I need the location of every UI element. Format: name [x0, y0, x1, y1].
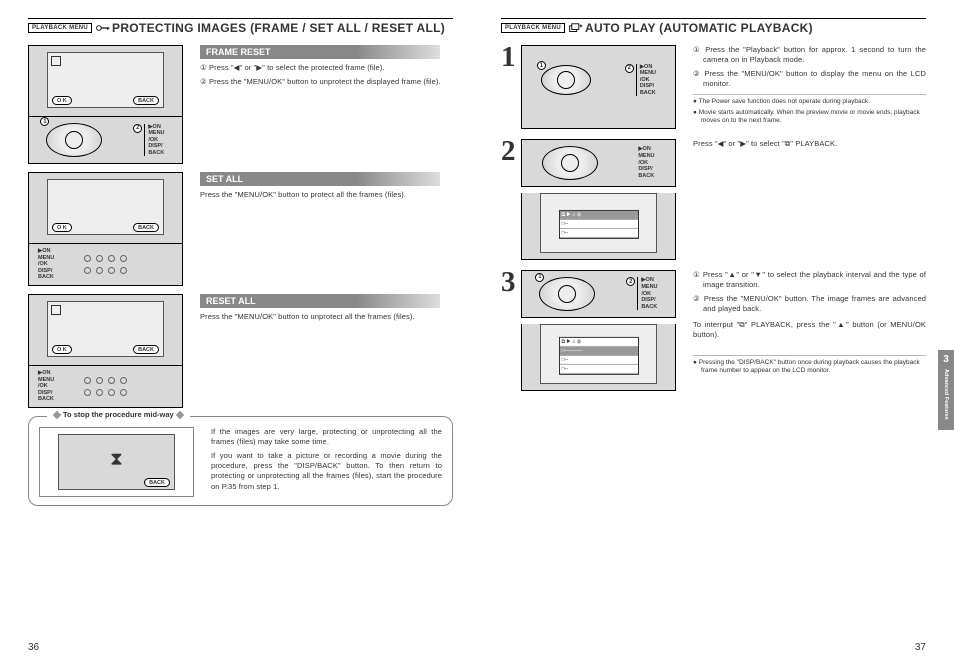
set-all-text: Press the "MENU/OK" button to protect al… [200, 190, 453, 200]
control-diagram: 1 2 ▶ON MENU /OK DISP/ BACK [28, 117, 183, 164]
s3-text2: ② Press the "MENU/OK" button. The image … [693, 294, 926, 314]
page-number-left: 36 [28, 642, 39, 653]
step-2-number: 2 [501, 135, 516, 168]
s1-text1: ① Press the "Playback" button for approx… [693, 45, 926, 65]
side-tab: 3 Advanced Features [938, 350, 954, 430]
dpad-icon [46, 123, 102, 157]
step-1: 1 1 2 ▶ON MENU /OK DISP/ BACK ① Press th [521, 45, 926, 129]
page-title-left: PROTECTING IMAGES (FRAME / SET ALL / RES… [112, 21, 445, 35]
step-badge-1: 1 [40, 117, 49, 126]
page-number-right: 37 [915, 642, 926, 653]
page-title-right: AUTO PLAY (AUTOMATIC PLAYBACK) [585, 21, 813, 35]
frame-reset-text-2: ② Press the "MENU/OK" button to unprotec… [200, 77, 453, 87]
s1-note2: ● Movie starts automatically. When the p… [693, 109, 926, 126]
s3-text1: ① Press "▲" or "▼" to select the playbac… [693, 270, 926, 290]
step-3: 3 1 2 ▶ON MENU /OK DISP/ BACK [521, 270, 926, 391]
lcd-screen: O K BACK [47, 52, 164, 108]
playback-menu-tag-r: PLAYBACK MENU [501, 23, 565, 33]
lcd-diagram-s2: ⧉ ▶ ♫ ⚙ □─ □─ [521, 193, 676, 260]
s2-text: Press "◀" or "▶" to select "⧉" PLAYBACK. [693, 139, 926, 149]
frame-reset-text-1: ① Press "◀" or "▶" to select the protect… [200, 63, 453, 73]
frame-reset-section: O K BACK 1 2 ▶ON MENU /OK [28, 45, 453, 164]
frame-reset-label: FRAME RESET [200, 45, 440, 59]
on-label: ▶ON [148, 124, 164, 131]
control-diagram-s2: ▶ON MENU /OK DISP/ BACK [521, 139, 676, 187]
lcd-diagram: O K BACK [28, 45, 183, 117]
lcd-diagram-s3: ⧉ ▶ ♫ ⚙ □───── □─ □─ [521, 324, 676, 391]
reset-all-text: Press the "MENU/OK" button to unprotect … [200, 312, 453, 322]
hourglass-icon: ⧗ [110, 449, 123, 470]
stop-box-title: To stop the procedure mid-way [47, 410, 190, 419]
disp-label: DISP/ BACK [148, 143, 164, 156]
ok-button-label: O K [52, 96, 72, 105]
s3-note1: ● Pressing the "DISP/BACK" button once d… [693, 359, 926, 376]
back-button-label: BACK [133, 96, 159, 105]
s3-interrupt: To interrput "⧉" PLAYBACK, press the "▲"… [693, 320, 926, 340]
dpad-icon [542, 146, 598, 180]
key-icon [96, 22, 110, 34]
s1-note1: ● The Power save function does not opera… [693, 98, 926, 106]
left-header: PLAYBACK MENU PROTECTING IMAGES (FRAME /… [28, 18, 453, 35]
button-diagram-setall: ▶ON MENU /OK DISP/ BACK [28, 244, 183, 286]
reset-all-label: RESET ALL [200, 294, 440, 308]
menu-label: MENU /OK [148, 130, 164, 143]
right-header: PLAYBACK MENU AUTO PLAY (AUTOMATIC PLAYB… [501, 18, 926, 35]
lcd-diagram-setall: O K BACK [28, 172, 183, 244]
dpad-icon [539, 277, 595, 311]
side-tab-label: Advanced Features [943, 369, 949, 420]
control-diagram-s3: 1 2 ▶ON MENU /OK DISP/ BACK [521, 270, 676, 318]
slideshow-icon [569, 22, 583, 34]
reset-all-section: O K BACK ▶ON MENU /OK DISP/ BACK RESET A… [28, 294, 453, 408]
s1-text2: ② Press the "MENU/OK" button to display … [693, 69, 926, 89]
side-tab-num: 3 [943, 354, 949, 365]
dpad-icon [541, 65, 591, 95]
step-2: 2 ▶ON MENU /OK DISP/ BACK ⧉ ▶ ♫ ⚙ □─ [521, 139, 926, 260]
lcd-diagram-resetall: O K BACK [28, 294, 183, 366]
step-1-number: 1 [501, 41, 516, 74]
stop-para1: If the images are very large, protecting… [211, 427, 442, 447]
lcd-menu: ⧉ ▶ ♫ ⚙ □───── □─ □─ [559, 337, 639, 375]
protect-icon [51, 56, 61, 66]
lcd-menu: ⧉ ▶ ♫ ⚙ □─ □─ [559, 210, 639, 239]
step-3-number: 3 [501, 266, 516, 299]
stop-procedure-box: To stop the procedure mid-way ⧗ BACK If … [28, 416, 453, 506]
set-all-label: SET ALL [200, 172, 440, 186]
playback-menu-tag: PLAYBACK MENU [28, 23, 92, 33]
stop-para2: If you want to take a picture or recordi… [211, 451, 442, 492]
control-diagram-s1: 1 2 ▶ON MENU /OK DISP/ BACK [521, 45, 676, 129]
right-page: PLAYBACK MENU AUTO PLAY (AUTOMATIC PLAYB… [477, 0, 954, 667]
step-badge-2: 2 [133, 124, 142, 133]
set-all-section: O K BACK ▶ON MENU /OK DISP/ BACK SET ALL… [28, 172, 453, 286]
protect-icon [51, 305, 61, 315]
button-diagram-resetall: ▶ON MENU /OK DISP/ BACK [28, 366, 183, 408]
lcd-diagram-stop: ⧗ BACK [39, 427, 194, 497]
left-page: PLAYBACK MENU PROTECTING IMAGES (FRAME /… [0, 0, 477, 667]
